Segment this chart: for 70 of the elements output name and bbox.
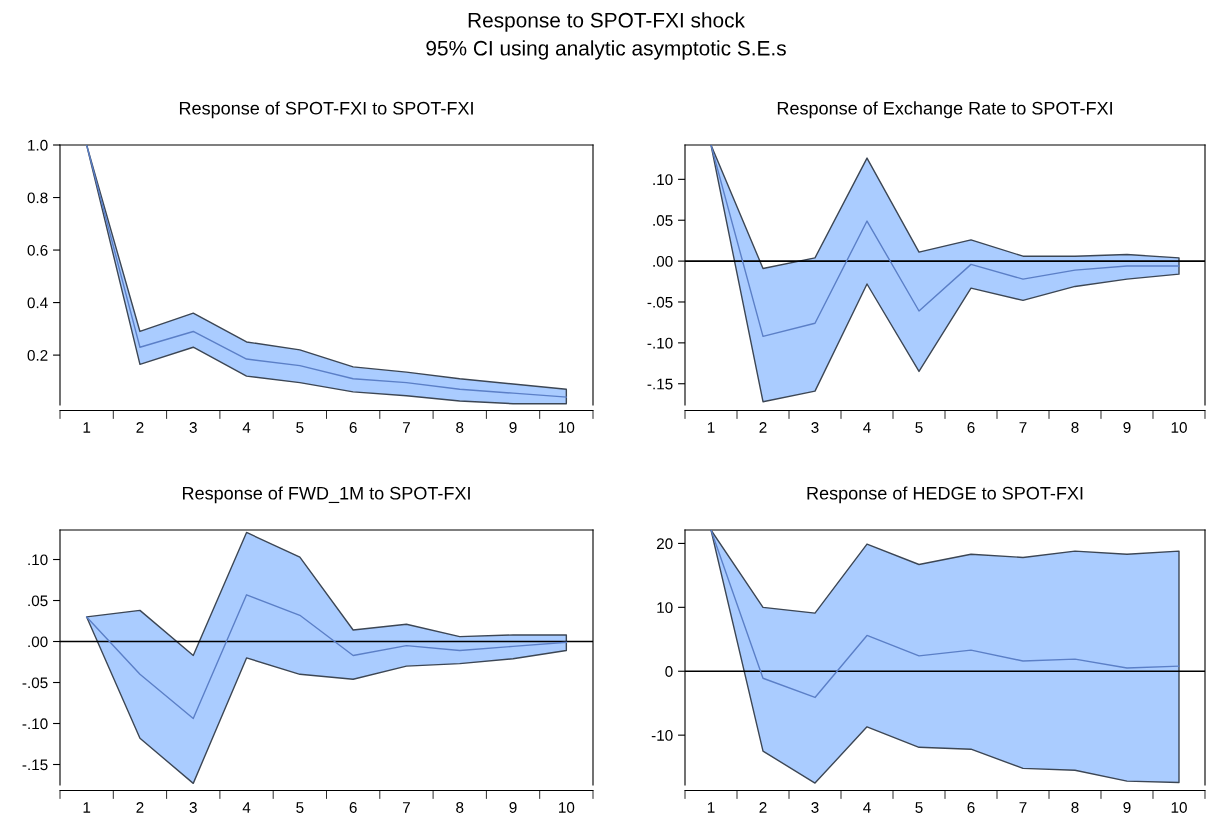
x-tick-label: 1	[83, 422, 91, 433]
y-tick-label: 10	[657, 602, 673, 614]
y-tick-label: -10	[651, 730, 673, 741]
x-tick-label: 1	[707, 422, 715, 433]
y-tick-label: .05	[653, 215, 673, 226]
y-tick-label: -.10	[22, 718, 48, 730]
x-tick-label: 10	[559, 422, 575, 433]
y-tick-label: 0.6	[27, 244, 48, 256]
x-tick-label: 1	[707, 802, 715, 813]
x-tick-label: 9	[509, 802, 517, 813]
chart-title: Response of FWD_1M to SPOT-FXI	[183, 486, 470, 504]
line-series	[85, 594, 568, 720]
text: Response to SPOT-FXI shock	[468, 12, 745, 32]
x-tick-label: 10	[1171, 802, 1187, 813]
x-tick-label: 3	[189, 422, 197, 433]
x-tick-label: 7	[402, 422, 410, 433]
y-tick-label: -.10	[647, 337, 673, 349]
x-tick-label: 7	[1019, 802, 1027, 813]
x-tick-label: 8	[456, 422, 464, 433]
y-tick-label: -.15	[647, 378, 673, 390]
x-tick-label: 2	[759, 802, 767, 813]
x-tick-label: 2	[136, 802, 144, 813]
y-tick-label: 0.2	[27, 349, 48, 361]
x-tick-label: 3	[811, 802, 819, 813]
x-tick-label: 4	[242, 422, 251, 433]
x-tick-label: 4	[863, 802, 871, 813]
x-tick-label: 5	[915, 802, 923, 813]
x-tick-label: 9	[1123, 802, 1131, 813]
x-tick-label: 9	[1123, 422, 1131, 433]
y-tick-label: 0	[665, 666, 673, 677]
y-tick-label: .10	[653, 174, 673, 186]
line-series	[710, 145, 1180, 338]
x-tick-label: 5	[296, 802, 304, 813]
text: 95% CI using analytic asymptotic S.E.s	[426, 40, 786, 60]
y-tick-label: .00	[28, 636, 48, 648]
x-tick-label: 8	[1071, 422, 1079, 433]
x-tick-label: 7	[402, 802, 410, 813]
x-tick-label: 4	[242, 802, 251, 813]
x-tick-label: 8	[1071, 802, 1079, 813]
y-tick-label: 0.8	[27, 192, 48, 204]
x-tick-label: 6	[349, 422, 357, 433]
line-series	[710, 530, 1180, 699]
x-tick-label: 1	[83, 802, 91, 813]
x-tick-label: 3	[189, 802, 197, 813]
x-tick-label: 7	[1019, 422, 1027, 433]
x-tick-label: 6	[967, 802, 975, 813]
y-tick-label: -.05	[22, 677, 48, 689]
x-tick-label: 10	[1171, 422, 1187, 433]
x-tick-label: 5	[915, 422, 923, 433]
x-tick-label: 6	[349, 802, 357, 813]
x-tick-label: 9	[509, 422, 517, 433]
y-tick-label: .00	[653, 255, 673, 267]
chart-title: Response of Exchange Rate to SPOT-FXI	[777, 101, 1112, 119]
y-tick-label: .10	[28, 554, 48, 566]
y-tick-label: .05	[28, 595, 48, 607]
y-tick-label: -.05	[647, 296, 673, 308]
x-tick-label: 8	[456, 802, 464, 813]
x-tick-label: 10	[559, 802, 575, 813]
x-tick-label: 2	[136, 422, 144, 433]
x-tick-label: 4	[863, 422, 871, 433]
x-tick-label: 5	[296, 422, 304, 433]
x-tick-label: 2	[759, 422, 767, 433]
chart-title: Response of HEDGE to SPOT-FXI	[807, 486, 1083, 504]
y-tick-label: -.15	[22, 759, 48, 771]
chart-title: Response of SPOT-FXI to SPOT-FXI	[179, 101, 473, 119]
x-tick-label: 6	[967, 422, 975, 433]
y-tick-label: 0.4	[27, 297, 48, 309]
x-tick-label: 3	[811, 422, 819, 433]
y-tick-label: 20	[656, 538, 673, 550]
y-tick-label: 1.0	[28, 139, 48, 151]
